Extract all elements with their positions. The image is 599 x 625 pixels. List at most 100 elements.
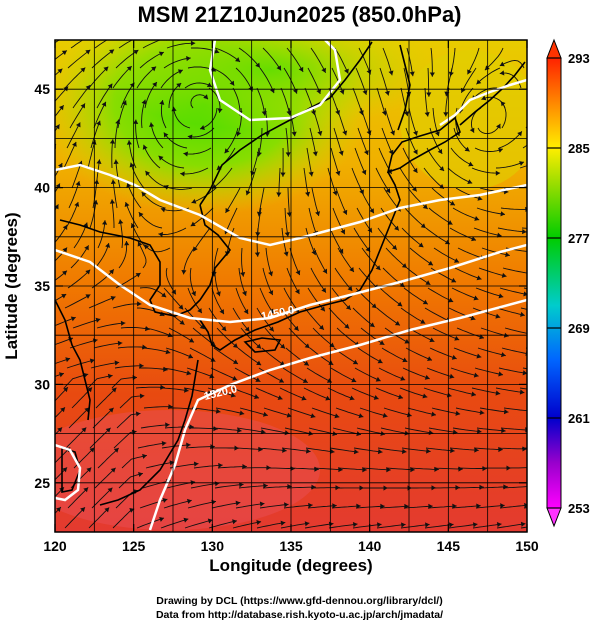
stream-arrow [224,148,230,154]
streamline [259,503,289,509]
streamline [519,165,527,169]
stream-arrow [207,518,213,524]
streamline [115,49,139,69]
streamline [199,107,218,130]
streamline [375,387,404,399]
streamline [471,387,501,395]
streamline [354,367,381,382]
stream-arrow [165,349,171,355]
stream-arrow [283,251,289,257]
streamline [477,123,501,135]
streamline [150,122,164,149]
streamline [451,505,481,509]
streamline [111,199,115,228]
stream-arrow [420,319,426,324]
streamline [232,521,262,529]
streamline [71,387,93,409]
streamline [328,523,358,529]
stream-arrow [110,467,116,473]
streamline [115,159,121,189]
colorbar-tick-label: 261 [568,411,590,426]
stream-arrow [80,67,86,73]
streamline [67,487,89,509]
stream-arrow [499,61,505,67]
streamline [405,347,433,361]
streamline [91,49,115,69]
stream-arrow [256,211,262,217]
streamline [498,367,527,374]
streamline [380,207,400,231]
streamline [189,427,218,430]
stream-arrow [191,291,196,297]
stream-arrow [286,412,292,418]
streamline [424,307,451,322]
stream-arrow [351,377,357,383]
stream-arrow [280,343,286,349]
stream-arrow [500,503,505,509]
stream-arrow [58,105,64,111]
streamline [160,100,167,129]
streamline [447,387,476,396]
streamline [406,47,414,77]
stream-arrow [280,520,286,526]
stream-arrow [141,191,147,197]
streamline [94,467,116,489]
stream-arrow [304,343,310,349]
stream-arrow [124,202,130,207]
streamline [55,270,68,281]
streamline [135,119,140,149]
stream-arrow [540,129,545,134]
stream-arrow [520,311,525,317]
streamline [114,365,144,369]
stream-arrow [394,320,400,326]
stream-arrow [476,275,482,281]
streamline [63,141,77,169]
streamline [286,47,304,73]
stream-arrow [321,67,326,73]
streamline [456,327,485,339]
stream-arrow [530,465,534,470]
streamline [160,518,189,529]
streamline [408,107,418,136]
stream-arrow [56,507,61,513]
stream-arrow [404,430,410,436]
stream-arrow [141,99,147,105]
streamline [502,486,527,489]
streamline [474,367,504,376]
streamline [453,347,482,358]
stream-arrow [121,100,127,106]
stream-arrow [344,68,349,74]
stream-arrow [305,191,311,197]
streamline [214,267,221,297]
streamline [142,480,171,489]
streamline [164,426,194,429]
stream-arrow [517,131,522,137]
streamline [382,267,405,288]
stream-arrow [84,245,89,251]
stream-arrow [501,428,506,434]
contour-line [148,298,527,531]
streamline [309,127,317,157]
stream-arrow [319,324,324,330]
streamline [288,327,310,349]
streamline [383,407,412,417]
coastline [199,41,373,206]
streamline [285,347,310,366]
streamline [376,307,401,326]
stream-arrow [178,304,184,310]
streamline [55,247,68,262]
streamline [187,66,217,72]
streamline [309,347,334,366]
stream-arrow [467,179,473,184]
stream-arrow [503,409,509,415]
streamline [303,167,309,197]
streamline [460,67,477,93]
streamline [520,307,527,310]
streamline [375,167,391,194]
streamline [141,191,166,209]
stream-arrow [190,40,196,46]
stream-arrow [398,394,403,400]
stream-arrow [162,497,168,503]
streamline [359,187,375,214]
streamline [407,407,436,416]
